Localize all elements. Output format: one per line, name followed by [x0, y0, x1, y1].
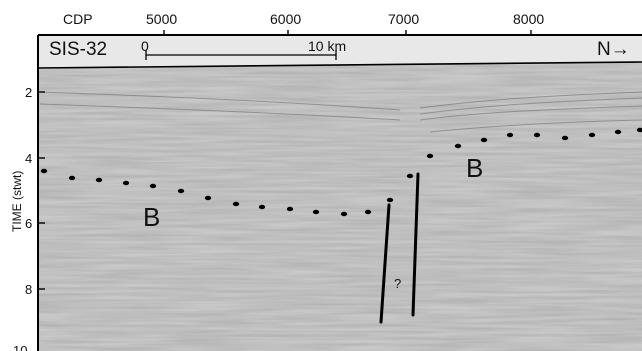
- cdp-tick-label-8000: 8000: [513, 11, 544, 27]
- horizon-b-dot: [406, 173, 414, 179]
- scale-bar-start-label: 0: [141, 38, 149, 54]
- horizon-b-dot: [204, 195, 212, 201]
- cdp-axis: CDP 5000 6000 7000 8000: [63, 11, 544, 36]
- horizon-b-dot: [340, 211, 348, 217]
- horizon-b-dot: [312, 209, 320, 215]
- horizon-b-dot: [506, 132, 514, 138]
- cdp-tick-label-7000: 7000: [388, 11, 419, 27]
- time-axis: TIME (stwt) 2 4 6 8 10: [10, 85, 45, 351]
- fault-line-right: [411, 172, 420, 317]
- horizon-b-label-right: B: [466, 153, 483, 183]
- fault-question-label: ?: [394, 276, 401, 291]
- horizon-b-label-left: B: [143, 202, 160, 232]
- seismic-reflection-texture: [38, 35, 642, 351]
- horizon-b-dot: [636, 127, 642, 133]
- horizon-b-dot: [149, 183, 157, 189]
- time-tick-label-8: 8: [25, 282, 32, 297]
- scale-bar: 0 10 km: [141, 38, 346, 60]
- horizon-b-dot: [561, 135, 569, 141]
- north-arrow-label: N→: [597, 39, 630, 60]
- time-tick-label-4: 4: [25, 151, 32, 166]
- horizon-b-dot: [68, 175, 76, 181]
- horizon-b-dot: [386, 197, 394, 203]
- time-tick-label-2: 2: [25, 85, 32, 100]
- faults: [379, 172, 420, 324]
- seafloor-line: [38, 61, 642, 69]
- horizon-b-dot: [258, 204, 266, 210]
- horizon-b-dot: [177, 188, 185, 194]
- header-band: [38, 35, 642, 68]
- scale-bar-end-label: 10 km: [308, 38, 346, 54]
- cdp-tick-label-6000: 6000: [270, 11, 301, 27]
- horizon-b-dot: [95, 177, 103, 183]
- horizon-b-dot: [454, 143, 462, 149]
- horizon-b-dot: [286, 206, 294, 212]
- horizon-b-dot: [232, 201, 240, 207]
- fault-line-left: [379, 203, 391, 324]
- horizon-b-dot: [533, 132, 541, 138]
- time-tick-label-6: 6: [25, 216, 32, 231]
- cdp-axis-label: CDP: [63, 11, 93, 27]
- strong-reflectors: [39, 91, 642, 133]
- cdp-tick-label-5000: 5000: [146, 11, 177, 27]
- horizon-b-dotted-line: [40, 127, 642, 217]
- horizon-b-dot: [426, 153, 434, 159]
- horizon-b-dot: [364, 209, 372, 215]
- time-axis-label: TIME (stwt): [10, 171, 24, 232]
- time-tick-label-10: 10: [13, 343, 27, 351]
- line-name-label: SIS-32: [49, 39, 107, 60]
- horizon-b-dot: [588, 132, 596, 138]
- horizon-b-dot: [614, 129, 622, 135]
- horizon-b-dot: [40, 168, 48, 174]
- horizon-b-dot: [480, 137, 488, 143]
- horizon-b-dot: [122, 180, 130, 186]
